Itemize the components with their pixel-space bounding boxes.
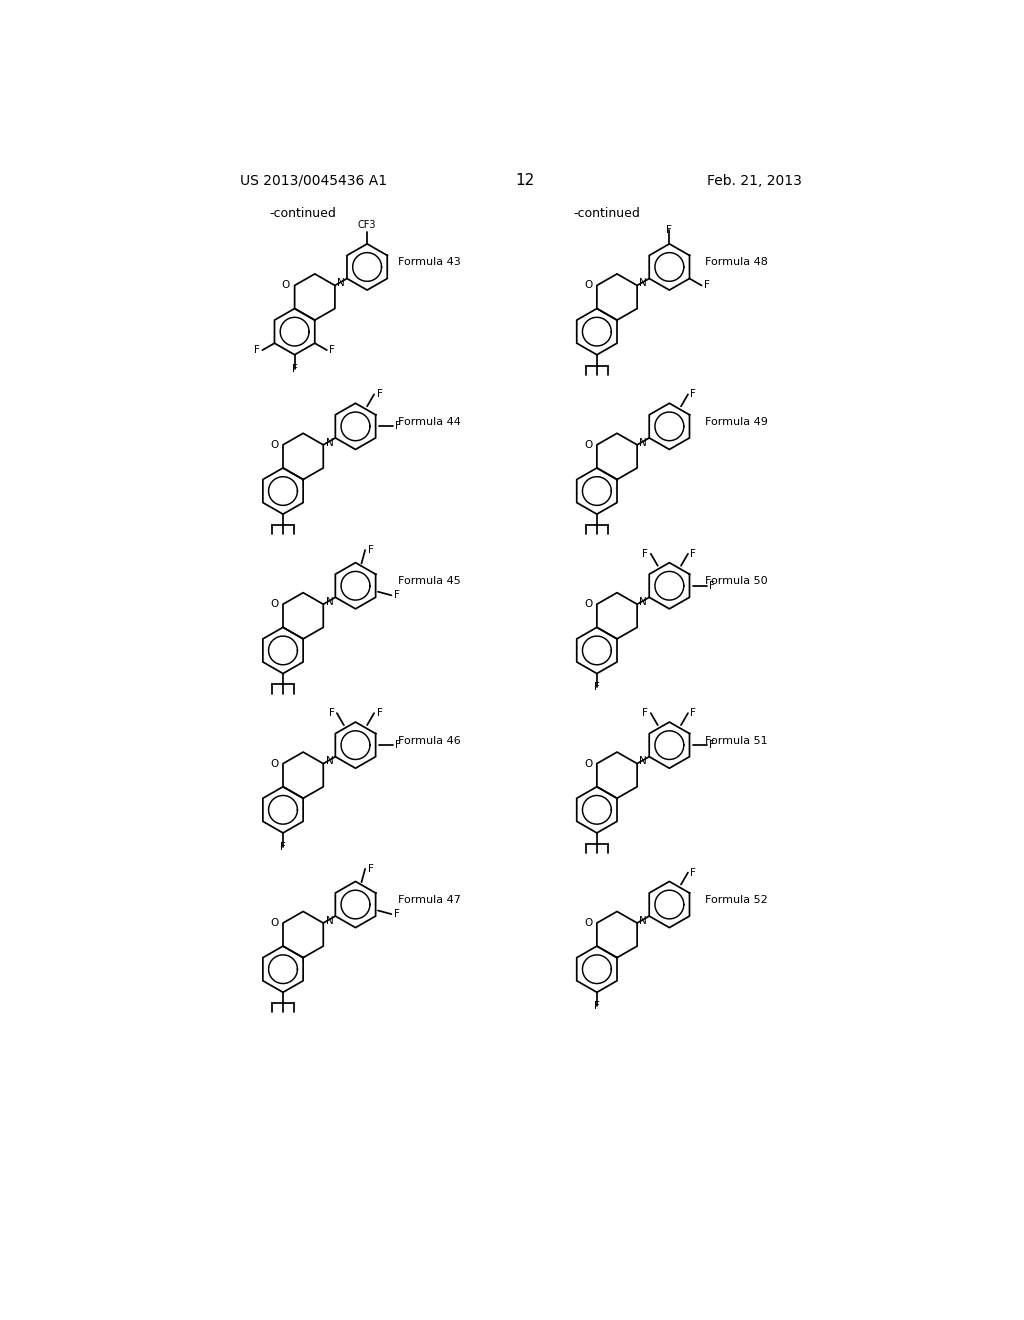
Text: F: F	[377, 708, 382, 718]
Text: F: F	[690, 708, 696, 718]
Text: F: F	[330, 345, 335, 355]
Text: N: N	[326, 916, 334, 925]
Text: F: F	[368, 545, 374, 554]
Text: F: F	[394, 909, 399, 919]
Text: N: N	[639, 597, 647, 607]
Text: O: O	[584, 440, 592, 450]
Text: Formula 44: Formula 44	[397, 417, 461, 426]
Text: -continued: -continued	[573, 207, 640, 220]
Text: F: F	[594, 1001, 600, 1011]
Text: US 2013/0045436 A1: US 2013/0045436 A1	[241, 174, 387, 187]
Text: F: F	[690, 549, 696, 558]
Text: F: F	[292, 363, 298, 374]
Text: Formula 47: Formula 47	[397, 895, 461, 906]
Text: -continued: -continued	[269, 207, 336, 220]
Text: F: F	[709, 741, 715, 750]
Text: F: F	[642, 708, 648, 718]
Text: F: F	[377, 389, 382, 400]
Text: F: F	[709, 581, 715, 591]
Text: F: F	[667, 224, 673, 235]
Text: O: O	[270, 599, 279, 610]
Text: F: F	[395, 741, 401, 750]
Text: N: N	[639, 437, 647, 447]
Text: N: N	[639, 279, 647, 288]
Text: O: O	[584, 759, 592, 768]
Text: Formula 52: Formula 52	[706, 895, 768, 906]
Text: Formula 49: Formula 49	[706, 417, 768, 426]
Text: Formula 51: Formula 51	[706, 735, 768, 746]
Text: O: O	[270, 917, 279, 928]
Text: F: F	[368, 863, 374, 874]
Text: F: F	[280, 842, 286, 851]
Text: N: N	[639, 916, 647, 925]
Text: Formula 46: Formula 46	[397, 735, 461, 746]
Text: F: F	[690, 389, 696, 400]
Text: F: F	[254, 345, 260, 355]
Text: F: F	[594, 682, 600, 693]
Text: Feb. 21, 2013: Feb. 21, 2013	[708, 174, 802, 187]
Text: N: N	[326, 437, 334, 447]
Text: O: O	[584, 599, 592, 610]
Text: O: O	[584, 280, 592, 290]
Text: Formula 50: Formula 50	[706, 576, 768, 586]
Text: F: F	[329, 708, 335, 718]
Text: Formula 48: Formula 48	[706, 257, 768, 268]
Text: N: N	[326, 597, 334, 607]
Text: CF3: CF3	[357, 220, 377, 231]
Text: F: F	[690, 867, 696, 878]
Text: O: O	[270, 440, 279, 450]
Text: F: F	[705, 280, 710, 290]
Text: N: N	[639, 756, 647, 767]
Text: O: O	[282, 280, 290, 290]
Text: F: F	[642, 549, 648, 558]
Text: Formula 45: Formula 45	[397, 576, 461, 586]
Text: N: N	[326, 756, 334, 767]
Text: O: O	[584, 917, 592, 928]
Text: N: N	[337, 279, 345, 288]
Text: F: F	[395, 421, 401, 432]
Text: Formula 43: Formula 43	[397, 257, 461, 268]
Text: F: F	[394, 590, 399, 601]
Text: 12: 12	[515, 173, 535, 189]
Text: O: O	[270, 759, 279, 768]
